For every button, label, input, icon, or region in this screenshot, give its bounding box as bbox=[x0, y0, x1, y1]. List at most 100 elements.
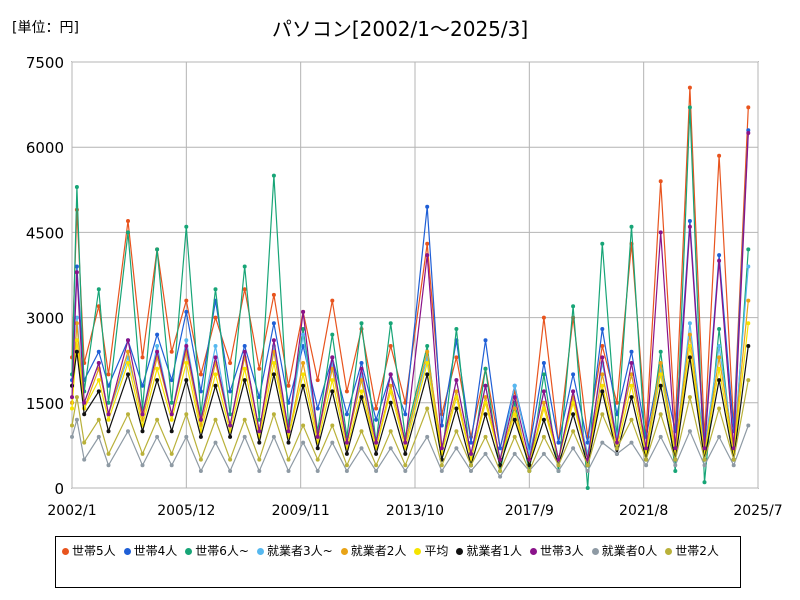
data-point bbox=[155, 344, 160, 348]
data-point bbox=[374, 451, 379, 456]
data-point bbox=[271, 412, 276, 417]
data-point bbox=[600, 241, 605, 246]
data-point bbox=[498, 474, 503, 479]
data-point bbox=[74, 338, 79, 343]
data-point bbox=[702, 480, 707, 485]
data-point bbox=[106, 417, 111, 422]
y-tick-label: 0 bbox=[54, 480, 64, 498]
data-point bbox=[359, 361, 364, 365]
data-point bbox=[374, 417, 379, 422]
data-point bbox=[731, 463, 736, 468]
series-line bbox=[71, 345, 749, 468]
legend-marker bbox=[340, 548, 348, 555]
x-tick-label: 2009/11 bbox=[272, 503, 330, 519]
data-point bbox=[527, 469, 532, 473]
data-point bbox=[388, 344, 393, 348]
data-point bbox=[74, 395, 79, 400]
data-point bbox=[644, 457, 649, 462]
data-point bbox=[483, 338, 488, 343]
y-tick-label: 1500 bbox=[26, 395, 64, 413]
data-point bbox=[388, 321, 393, 326]
y-tick-label: 3000 bbox=[26, 310, 64, 328]
data-point bbox=[184, 309, 189, 314]
data-point bbox=[301, 423, 306, 428]
data-point bbox=[644, 463, 649, 468]
data-point bbox=[242, 366, 247, 371]
data-point bbox=[469, 451, 473, 456]
data-point bbox=[717, 366, 722, 371]
data-point bbox=[155, 378, 160, 383]
legend-label: 就業者1人 bbox=[466, 544, 522, 558]
legend-item: 世帯5人 bbox=[62, 541, 116, 562]
data-point bbox=[315, 378, 320, 383]
data-point bbox=[614, 451, 619, 456]
data-point bbox=[184, 378, 189, 383]
data-point bbox=[169, 417, 174, 422]
data-point bbox=[271, 338, 276, 343]
legend-marker bbox=[665, 548, 673, 555]
data-point bbox=[483, 451, 488, 456]
legend-marker bbox=[414, 548, 422, 555]
data-point bbox=[425, 253, 430, 258]
data-point bbox=[140, 412, 145, 417]
data-point bbox=[731, 446, 736, 451]
data-point bbox=[746, 247, 751, 252]
data-point bbox=[571, 400, 576, 405]
data-point bbox=[629, 440, 634, 445]
data-point bbox=[658, 230, 663, 235]
data-point bbox=[155, 332, 160, 337]
data-point bbox=[498, 469, 503, 473]
data-point bbox=[512, 434, 517, 439]
data-point bbox=[169, 463, 174, 468]
x-tick-label: 2021/8 bbox=[619, 503, 668, 519]
data-point bbox=[184, 361, 189, 365]
data-point bbox=[286, 457, 291, 462]
data-point bbox=[746, 298, 751, 303]
data-point bbox=[658, 361, 663, 365]
data-point bbox=[454, 406, 459, 411]
data-point bbox=[257, 366, 262, 371]
data-point bbox=[257, 457, 262, 462]
data-point bbox=[74, 417, 79, 422]
data-point bbox=[571, 372, 576, 377]
data-point bbox=[388, 389, 393, 394]
data-point bbox=[469, 463, 473, 468]
data-point bbox=[687, 395, 692, 400]
legend-item: 就業者0人 bbox=[591, 541, 657, 562]
data-point bbox=[425, 204, 430, 209]
data-point bbox=[658, 349, 663, 354]
data-point bbox=[629, 372, 634, 377]
data-point bbox=[629, 417, 634, 422]
data-point bbox=[388, 383, 393, 388]
data-point bbox=[301, 361, 306, 365]
grid-lines bbox=[71, 61, 759, 489]
data-point bbox=[585, 469, 590, 473]
data-point bbox=[213, 372, 218, 377]
data-point bbox=[106, 400, 111, 405]
data-point bbox=[70, 395, 74, 400]
data-point bbox=[82, 457, 87, 462]
data-point bbox=[70, 423, 74, 428]
data-point bbox=[126, 219, 130, 223]
data-point bbox=[687, 105, 692, 110]
data-point bbox=[717, 253, 722, 258]
data-point bbox=[403, 463, 408, 468]
data-point bbox=[106, 412, 111, 417]
legend-marker bbox=[529, 548, 537, 555]
series-line bbox=[71, 132, 749, 460]
data-point bbox=[82, 440, 87, 445]
data-point bbox=[271, 372, 276, 377]
data-point bbox=[315, 446, 320, 451]
data-point bbox=[483, 412, 488, 417]
data-point bbox=[571, 389, 576, 394]
data-point bbox=[242, 344, 247, 348]
data-point bbox=[344, 440, 349, 445]
data-point bbox=[439, 446, 444, 451]
data-point bbox=[388, 372, 393, 377]
data-point bbox=[746, 264, 751, 269]
data-point bbox=[330, 332, 335, 337]
data-point bbox=[228, 389, 233, 394]
data-point bbox=[746, 378, 751, 383]
data-point bbox=[614, 440, 619, 445]
legend-item: 平均 bbox=[414, 541, 448, 562]
